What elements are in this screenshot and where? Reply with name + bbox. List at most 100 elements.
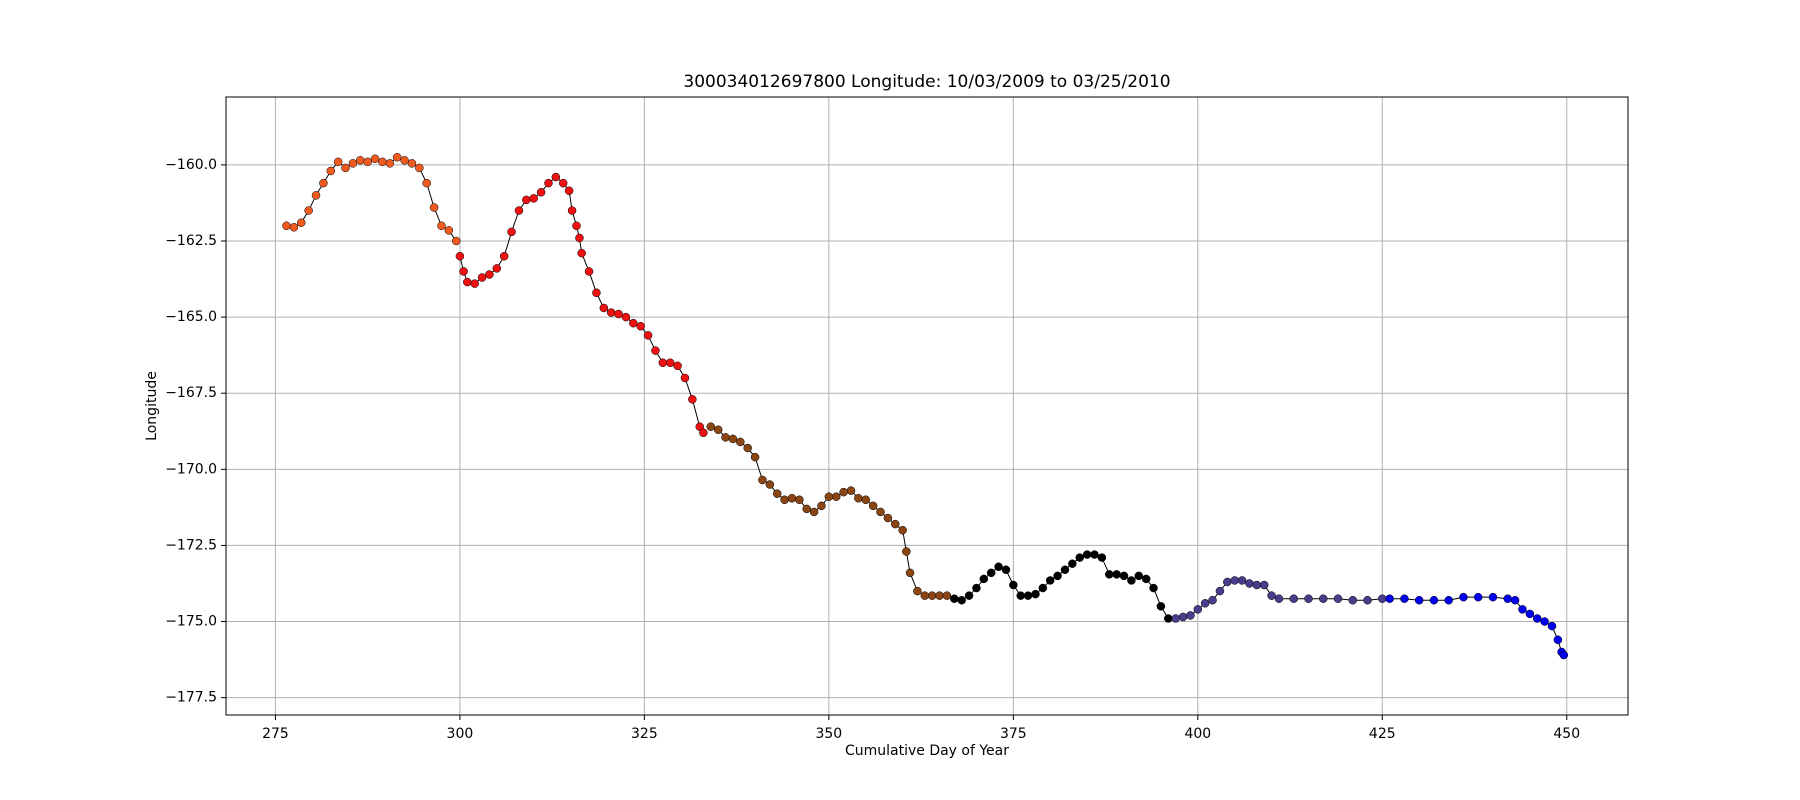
x-axis-label: Cumulative Day of Year bbox=[845, 743, 1009, 759]
point bbox=[824, 492, 834, 501]
point bbox=[772, 489, 782, 498]
point bbox=[1045, 576, 1055, 585]
point bbox=[868, 501, 878, 511]
point bbox=[1230, 576, 1239, 585]
point bbox=[1141, 574, 1151, 584]
point bbox=[544, 178, 553, 188]
point bbox=[972, 583, 981, 593]
point bbox=[1097, 553, 1107, 562]
point bbox=[333, 157, 343, 167]
point bbox=[839, 487, 848, 497]
x-tick-label: 275 bbox=[262, 726, 289, 742]
point bbox=[407, 159, 417, 168]
point bbox=[599, 303, 609, 313]
point bbox=[319, 178, 328, 188]
point bbox=[1429, 595, 1439, 605]
point bbox=[765, 480, 775, 489]
point bbox=[437, 221, 446, 231]
point bbox=[536, 188, 546, 197]
point bbox=[713, 425, 723, 434]
point bbox=[572, 221, 581, 231]
point bbox=[1510, 595, 1520, 605]
point bbox=[1267, 591, 1276, 600]
point bbox=[861, 495, 871, 505]
point bbox=[1237, 576, 1247, 585]
point bbox=[499, 251, 509, 261]
point bbox=[1193, 605, 1203, 614]
x-tick-label: 300 bbox=[447, 726, 474, 742]
x-tick-label: 325 bbox=[631, 726, 658, 742]
plot-frame bbox=[225, 96, 1629, 716]
point bbox=[643, 331, 653, 340]
point bbox=[522, 195, 531, 205]
point bbox=[1009, 580, 1018, 590]
point bbox=[986, 568, 996, 578]
point bbox=[902, 547, 911, 556]
point bbox=[378, 157, 387, 167]
point bbox=[1068, 559, 1077, 568]
point bbox=[1156, 602, 1166, 611]
point bbox=[721, 433, 730, 442]
point bbox=[289, 223, 299, 232]
point bbox=[1023, 591, 1033, 600]
point bbox=[795, 495, 804, 505]
y-tick-label: −167.5 bbox=[165, 385, 217, 401]
point bbox=[920, 591, 930, 600]
point bbox=[1252, 580, 1262, 590]
point bbox=[1532, 614, 1542, 623]
y-tick-label: −170.0 bbox=[165, 461, 217, 477]
y-tick-label: −175.0 bbox=[165, 614, 217, 630]
point bbox=[363, 157, 372, 167]
y-tick-label: −165.0 bbox=[165, 309, 217, 325]
point bbox=[297, 218, 306, 227]
point bbox=[1031, 589, 1040, 599]
point bbox=[950, 594, 959, 603]
point bbox=[514, 206, 524, 215]
point bbox=[1318, 594, 1328, 603]
x-tick-label: 450 bbox=[1553, 726, 1580, 742]
point bbox=[1001, 565, 1011, 575]
point bbox=[311, 191, 321, 200]
point bbox=[1414, 595, 1424, 605]
point bbox=[341, 163, 350, 173]
point bbox=[905, 568, 915, 578]
point bbox=[370, 154, 380, 164]
point bbox=[1119, 571, 1129, 581]
point bbox=[564, 186, 574, 196]
point bbox=[1038, 583, 1048, 593]
point bbox=[665, 358, 675, 368]
point bbox=[876, 507, 885, 517]
point bbox=[750, 452, 760, 462]
point bbox=[577, 248, 586, 258]
x-tick-label: 375 bbox=[1000, 726, 1027, 742]
point bbox=[994, 562, 1003, 571]
point bbox=[935, 591, 944, 600]
point bbox=[942, 591, 952, 600]
point bbox=[584, 267, 594, 276]
point bbox=[1171, 614, 1180, 623]
point bbox=[1053, 571, 1062, 581]
point bbox=[470, 279, 479, 288]
point bbox=[636, 321, 645, 331]
point bbox=[415, 163, 424, 173]
point bbox=[1333, 594, 1343, 603]
point bbox=[780, 495, 789, 505]
point bbox=[831, 492, 841, 501]
point bbox=[575, 233, 584, 243]
point bbox=[392, 153, 402, 162]
point bbox=[629, 318, 638, 328]
point bbox=[492, 264, 502, 273]
y-tick-label: −160.0 bbox=[165, 157, 217, 173]
point bbox=[979, 574, 989, 584]
point bbox=[758, 475, 767, 485]
point bbox=[485, 270, 494, 279]
point bbox=[1105, 570, 1114, 579]
point bbox=[1444, 595, 1453, 605]
point bbox=[1547, 621, 1557, 631]
point bbox=[706, 422, 716, 431]
point bbox=[898, 525, 907, 535]
point bbox=[1400, 594, 1409, 603]
point bbox=[614, 309, 623, 319]
point bbox=[802, 504, 811, 514]
